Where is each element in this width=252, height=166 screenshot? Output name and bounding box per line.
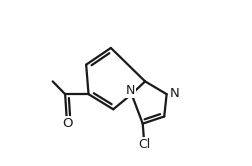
Text: N: N	[126, 84, 136, 97]
Text: Cl: Cl	[139, 138, 151, 151]
Text: N: N	[169, 87, 179, 100]
Text: O: O	[62, 117, 72, 130]
